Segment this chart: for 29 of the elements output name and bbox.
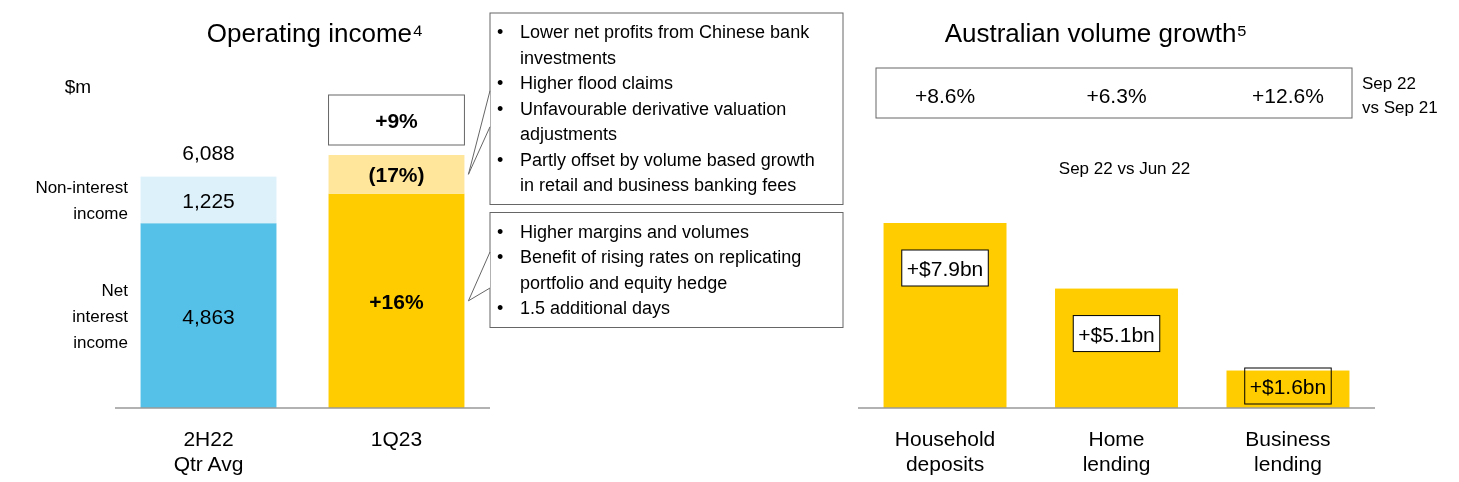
chart-title: Australian volume growth⁵ <box>944 18 1248 48</box>
x-tick-label: 1Q23 <box>370 427 423 450</box>
text: +6.3% <box>1086 84 1147 107</box>
data-label: +$1.6bn <box>1249 375 1327 398</box>
data-label: +$5.1bn <box>1078 322 1155 346</box>
series-label: Non-interest income <box>35 177 129 223</box>
data-label: 4,863 <box>182 304 235 328</box>
annotation: +16% <box>369 289 424 313</box>
chart-subtitle: Sep 22 vs Jun 22 <box>1058 159 1191 178</box>
annotation: (17%) <box>368 163 425 187</box>
x-tick-label: Business lending <box>1245 427 1331 475</box>
annotation: +9% <box>375 109 419 132</box>
text: • Higher margins and volumes • Benefit of rising rates on replicating portfolio and equity hedge • 1.5 additional days <box>497 221 802 318</box>
y-axis-title: $m <box>64 76 92 97</box>
x-tick-label: Household deposits <box>894 427 996 475</box>
bar <box>140 176 277 224</box>
text: +8.6% <box>914 84 976 107</box>
text: Sep 22 vs Sep 21 <box>1362 74 1438 117</box>
text: • Lower net profits from Chinese bank investments • Higher flood claims • Unfavourable derivative valuation adjustments • Partly offset by volume based growth in retail and business banking fees <box>497 22 815 195</box>
bar <box>140 223 277 408</box>
text: +12.6% <box>1252 84 1324 107</box>
x-tick-label: 2H22 Qtr Avg <box>173 427 244 475</box>
series-label: Net interest income <box>72 280 129 352</box>
total-label: 6,088 <box>182 140 235 164</box>
data-label: +$7.9bn <box>906 257 984 280</box>
bar <box>328 193 465 408</box>
chart-title: Operating income⁴ <box>206 18 424 48</box>
data-label: 1,225 <box>182 188 235 212</box>
x-tick-label: Home lending <box>1082 427 1151 475</box>
